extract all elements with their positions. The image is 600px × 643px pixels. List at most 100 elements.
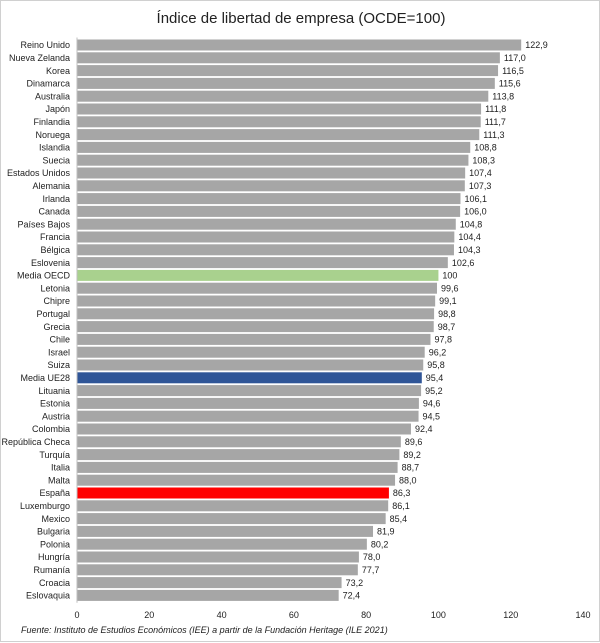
bar-polonia [77, 538, 367, 550]
category-label-bulgaria: Bulgaria [37, 527, 70, 537]
value-label-croacia: 73,2 [346, 578, 364, 588]
bar-eslovenia [77, 257, 448, 269]
bar-turquia [77, 449, 400, 461]
category-label-eslovenia: Eslovenia [31, 258, 70, 268]
value-label-luxemburgo: 86,1 [392, 501, 410, 511]
value-label-noruega: 111,3 [483, 130, 504, 140]
bar-rumania [77, 564, 358, 576]
category-label-dinamarca: Dinamarca [26, 79, 70, 89]
category-label-turquia: Turquía [39, 450, 70, 460]
value-label-malta: 88,0 [399, 475, 417, 485]
bar-islandia [77, 141, 471, 153]
value-label-espana: 86,3 [393, 488, 411, 498]
category-label-eslovaquia: Eslovaquia [26, 591, 70, 601]
category-label-australia: Australia [35, 91, 70, 101]
x-tick-label-120: 120 [503, 610, 518, 620]
bar-chipre [77, 295, 436, 307]
category-label-lituania: Lituania [38, 386, 70, 396]
bar-mexico [77, 513, 386, 525]
bar-hungria [77, 551, 359, 563]
bar-media-oecd [77, 269, 439, 281]
category-label-korea: Korea [46, 66, 70, 76]
bar-finlandia [77, 116, 481, 128]
value-label-eslovenia: 102,6 [452, 258, 475, 268]
category-label-belgica: Bélgica [40, 245, 70, 255]
value-label-hungria: 78,0 [363, 552, 381, 562]
chart-source: Fuente: Instituto de Estudios Económicos… [21, 625, 388, 635]
bar-francia [77, 231, 455, 243]
category-label-reino-unido: Reino Unido [20, 40, 70, 50]
x-tick-label-80: 80 [361, 610, 371, 620]
category-label-japon: Japón [45, 104, 70, 114]
category-label-rumania: Rumanía [33, 565, 70, 575]
category-label-estados-unidos: Estados Unidos [7, 168, 71, 178]
bar-alemania [77, 180, 465, 192]
bar-malta [77, 474, 396, 486]
value-label-australia: 113,8 [492, 91, 514, 101]
value-label-finlandia: 111,7 [485, 117, 506, 127]
category-label-islandia: Islandia [39, 143, 70, 153]
category-label-paises-bajos: Países Bajos [17, 219, 70, 229]
value-label-irlanda: 106,1 [464, 194, 487, 204]
value-label-letonia: 99,6 [441, 283, 459, 293]
value-label-reino-unido: 122,9 [525, 40, 548, 50]
value-label-chile: 97,8 [434, 335, 452, 345]
bar-paises-bajos [77, 218, 456, 230]
bar-chile [77, 333, 431, 345]
x-tick-label-40: 40 [217, 610, 227, 620]
category-label-colombia: Colombia [32, 424, 70, 434]
value-label-media-ue28: 95,4 [426, 373, 444, 383]
category-label-canada: Canada [38, 207, 70, 217]
bar-luxemburgo [77, 500, 389, 512]
bar-austria [77, 410, 419, 422]
value-label-lituania: 95,2 [425, 386, 443, 396]
value-label-mexico: 85,4 [390, 514, 408, 524]
category-label-croacia: Croacia [39, 578, 70, 588]
category-label-noruega: Noruega [35, 130, 70, 140]
value-label-alemania: 107,3 [469, 181, 492, 191]
value-label-suiza: 95,8 [427, 360, 445, 370]
value-label-francia: 104,4 [458, 232, 481, 242]
value-label-islandia: 108,8 [474, 143, 497, 153]
bar-suecia [77, 154, 469, 166]
bar-irlanda [77, 193, 461, 205]
category-label-espana: España [39, 488, 70, 498]
category-label-malta: Malta [48, 475, 70, 485]
value-label-eslovaquia: 72,4 [343, 591, 361, 601]
bar-dinamarca [77, 77, 495, 89]
bar-lituania [77, 385, 422, 397]
category-label-alemania: Alemania [32, 181, 70, 191]
category-label-polonia: Polonia [40, 539, 70, 549]
bar-canada [77, 205, 461, 217]
value-label-dinamarca: 115,6 [499, 79, 521, 89]
x-tick-label-140: 140 [575, 610, 590, 620]
bar-colombia [77, 423, 411, 435]
bars-layer: Reino Unido 122,9 Nueva Zelanda 117,0 Korea 1… [1, 39, 548, 601]
value-label-media-oecd: 100 [442, 271, 457, 281]
category-label-grecia: Grecia [43, 322, 70, 332]
value-label-bulgaria: 81,9 [377, 527, 395, 537]
value-label-korea: 116,5 [502, 66, 524, 76]
bar-estonia [77, 397, 419, 409]
bar-portugal [77, 308, 435, 320]
x-axis: 0 20 40 60 80 100 120 140 [74, 37, 591, 620]
category-label-irlanda: Irlanda [42, 194, 70, 204]
bar-australia [77, 90, 489, 102]
value-label-canada: 106,0 [464, 207, 487, 217]
category-label-estonia: Estonia [40, 399, 70, 409]
category-label-italia: Italia [51, 463, 70, 473]
category-label-letonia: Letonia [40, 283, 70, 293]
category-label-republica-checa: República Checa [1, 437, 70, 447]
bar-noruega [77, 129, 480, 141]
x-tick-label-20: 20 [144, 610, 154, 620]
bar-espana [77, 487, 389, 499]
category-label-suecia: Suecia [42, 155, 70, 165]
value-label-belgica: 104,3 [458, 245, 481, 255]
bar-republica-checa [77, 436, 401, 448]
category-label-francia: Francia [40, 232, 70, 242]
value-label-republica-checa: 89,6 [405, 437, 423, 447]
bar-letonia [77, 282, 437, 294]
bar-eslovaquia [77, 589, 339, 601]
bar-nueva-zelanda [77, 52, 500, 64]
bar-suiza [77, 359, 424, 371]
